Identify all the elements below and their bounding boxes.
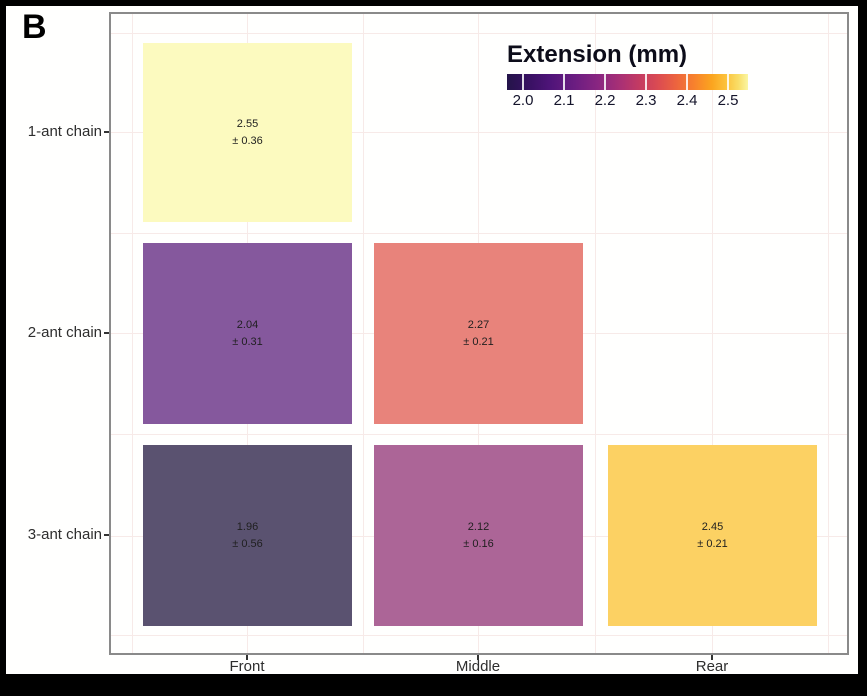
heatmap-tile: 2.12 ± 0.16 bbox=[374, 445, 583, 626]
tile-error: ± 0.36 bbox=[232, 134, 263, 147]
tile-error: ± 0.21 bbox=[697, 537, 728, 550]
tile-value: 1.96 bbox=[236, 520, 259, 533]
legend-tick-label: 2.4 bbox=[676, 92, 698, 109]
legend-tick-mark bbox=[686, 74, 688, 90]
y-axis-tick bbox=[104, 332, 109, 334]
y-axis-label: 2-ant chain bbox=[27, 324, 102, 341]
gridline-horizontal bbox=[111, 233, 847, 234]
panel-label: B bbox=[22, 8, 47, 46]
x-axis-tick bbox=[246, 655, 248, 660]
gridline-horizontal bbox=[111, 132, 847, 133]
y-axis-label: 3-ant chain bbox=[27, 526, 102, 543]
legend-tick-label: 2.3 bbox=[635, 92, 657, 109]
heatmap-tile: 2.55 ± 0.36 bbox=[143, 43, 352, 222]
gridline-horizontal bbox=[111, 635, 847, 636]
legend-tick-mark bbox=[604, 74, 606, 90]
x-axis-tick bbox=[711, 655, 713, 660]
tile-value: 2.55 bbox=[236, 117, 259, 130]
figure-canvas: B 2.55 ± 0.36 2.04 ± 0.31 2.27 ± 0.21 1.96 ± 0.… bbox=[6, 6, 858, 674]
legend-tick-mark bbox=[563, 74, 565, 90]
legend-tick-mark bbox=[727, 74, 729, 90]
heatmap-tile: 2.04 ± 0.31 bbox=[143, 243, 352, 424]
legend-tick-label: 2.2 bbox=[594, 92, 616, 109]
legend-tick-label: 2.1 bbox=[553, 92, 575, 109]
tile-value: 2.12 bbox=[467, 520, 490, 533]
x-axis-tick bbox=[477, 655, 479, 660]
heatmap-tile: 1.96 ± 0.56 bbox=[143, 445, 352, 626]
tile-value: 2.04 bbox=[236, 318, 259, 331]
x-axis-label: Front bbox=[229, 658, 265, 674]
y-axis-tick bbox=[104, 534, 109, 536]
tile-value: 2.27 bbox=[467, 318, 490, 331]
heatmap-tile: 2.45 ± 0.21 bbox=[608, 445, 817, 626]
y-axis-tick bbox=[104, 131, 109, 133]
legend-tick-label: 2.5 bbox=[717, 92, 739, 109]
tile-error: ± 0.16 bbox=[463, 537, 494, 550]
legend-tick-label: 2.0 bbox=[512, 92, 534, 109]
tile-error: ± 0.56 bbox=[232, 537, 263, 550]
plot-panel: 2.55 ± 0.36 2.04 ± 0.31 2.27 ± 0.21 1.96 ± 0.56… bbox=[109, 12, 849, 655]
tile-value: 2.45 bbox=[701, 520, 724, 533]
legend-tick-mark bbox=[522, 74, 524, 90]
y-axis-label: 1-ant chain bbox=[27, 123, 102, 140]
tile-error: ± 0.31 bbox=[232, 335, 263, 348]
legend-colorbar bbox=[507, 74, 748, 90]
x-axis-label: Middle bbox=[455, 658, 501, 674]
x-axis-label: Rear bbox=[695, 658, 729, 674]
gridline-horizontal bbox=[111, 434, 847, 435]
tile-error: ± 0.21 bbox=[463, 335, 494, 348]
legend-tick-mark bbox=[645, 74, 647, 90]
legend-title: Extension (mm) bbox=[507, 41, 688, 68]
heatmap-tile: 2.27 ± 0.21 bbox=[374, 243, 583, 424]
gridline-horizontal bbox=[111, 33, 847, 34]
